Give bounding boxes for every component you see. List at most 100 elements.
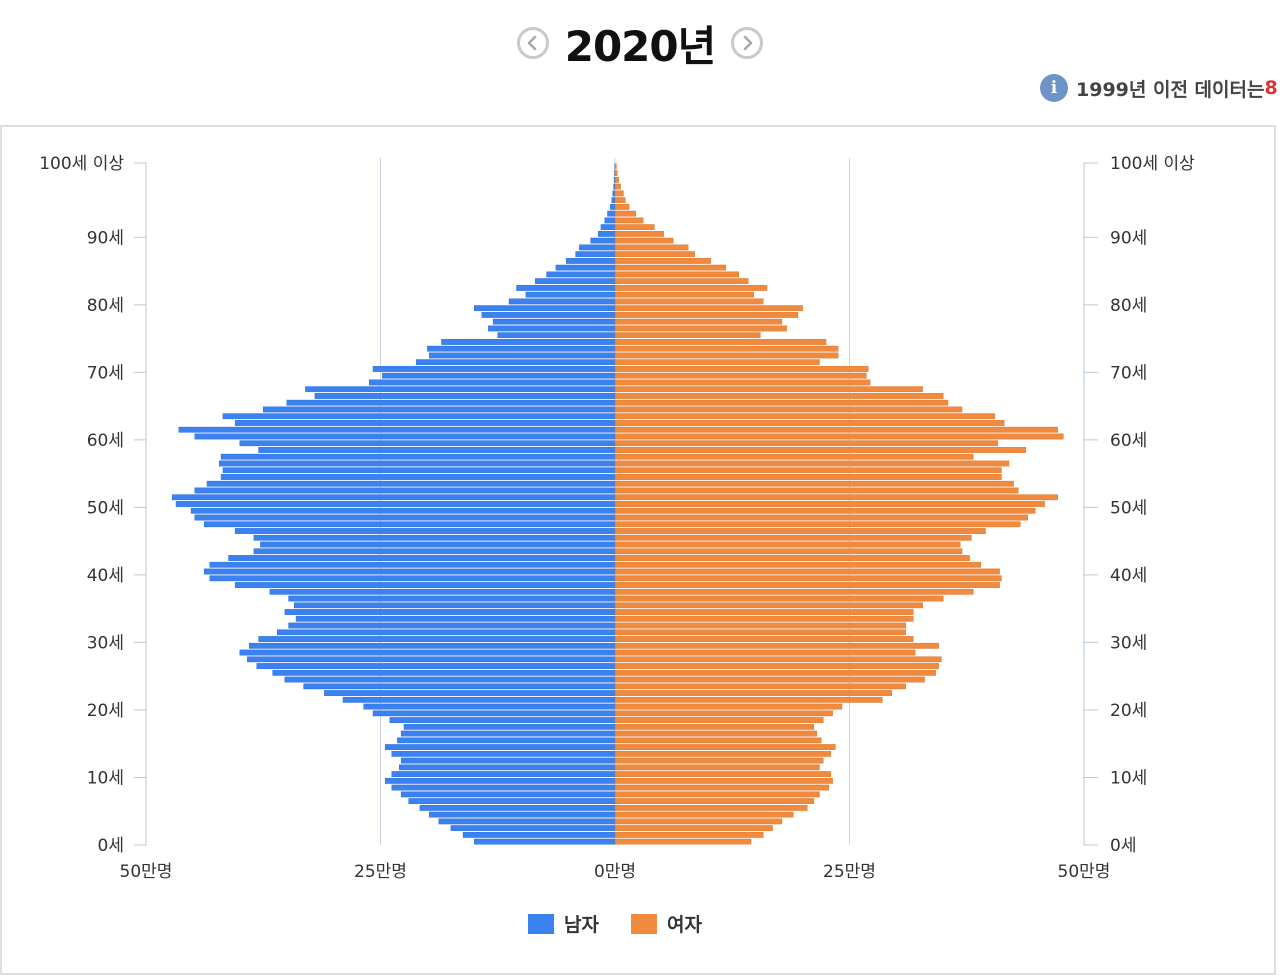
male-bar-age-72 — [429, 352, 616, 359]
male-bar-age-37 — [269, 588, 616, 595]
female-bar-age-47 — [614, 521, 1021, 528]
female-bar-age-94 — [614, 204, 630, 210]
legend-label-female: 여자 — [667, 914, 702, 936]
male-bar-age-42 — [228, 555, 616, 561]
male-bar-age-31 — [277, 629, 616, 636]
chart-legend: 남자 여자 — [0, 910, 1230, 937]
male-bar-age-62 — [234, 420, 616, 426]
male-bar-age-73 — [427, 345, 616, 352]
male-bar-age-4 — [429, 811, 616, 818]
female-bar-age-87 — [614, 251, 695, 258]
female-bar-age-96 — [614, 190, 624, 197]
data-notice: i 1999년 이전 데이터는 8 — [1040, 72, 1280, 104]
female-bar-age-19 — [614, 710, 833, 717]
female-bar-age-50 — [614, 501, 1045, 507]
female-bar-age-57 — [614, 453, 974, 460]
female-bar-age-76 — [614, 325, 787, 332]
male-bar-age-60 — [194, 433, 616, 440]
year-navigation: 2020년 — [0, 14, 1280, 72]
female-bar-age-71 — [614, 359, 820, 366]
male-bar-age-20 — [363, 703, 616, 710]
female-bar-age-11 — [614, 764, 820, 771]
y-tick-label-right-50: 50세 — [1110, 498, 1147, 518]
male-bar-age-2 — [450, 825, 616, 831]
legend-label-male: 남자 — [564, 914, 599, 936]
female-bar-age-60 — [614, 433, 1064, 440]
y-tick-label-left-60: 60세 — [87, 431, 124, 451]
female-bar-age-37 — [614, 588, 974, 595]
female-bar-age-72 — [614, 352, 839, 359]
y-tick-label-right-20: 20세 — [1110, 701, 1147, 721]
female-bar-age-59 — [614, 440, 998, 447]
info-icon: i — [1040, 74, 1068, 102]
female-bar-age-70 — [614, 366, 869, 372]
male-bar-age-82 — [516, 285, 616, 291]
male-bar-age-70 — [372, 366, 616, 372]
female-bar-age-45 — [614, 534, 972, 541]
male-bar-age-51 — [172, 494, 616, 501]
male-bar-age-9 — [384, 777, 616, 784]
male-bar-age-69 — [382, 372, 616, 379]
male-bar-age-56 — [218, 460, 616, 467]
female-bar-age-4 — [614, 811, 794, 818]
female-bar-age-10 — [614, 771, 831, 777]
male-bar-age-41 — [209, 561, 616, 568]
female-bar-age-21 — [614, 696, 883, 703]
male-bar-age-79 — [474, 305, 616, 312]
female-bar-age-55 — [614, 467, 1002, 474]
male-bar-age-77 — [492, 318, 616, 325]
male-bar-age-95 — [611, 197, 616, 204]
male-bar-age-74 — [441, 339, 616, 345]
female-bar-age-64 — [614, 406, 963, 413]
female-bar-age-80 — [614, 298, 764, 305]
female-bar-age-92 — [614, 217, 644, 224]
female-bar-age-78 — [614, 312, 799, 318]
legend-swatch-female — [631, 913, 657, 934]
male-bar-age-39 — [209, 575, 616, 582]
female-bar-age-61 — [614, 426, 1058, 433]
prev-year-button[interactable] — [516, 27, 549, 59]
male-bar-age-65 — [286, 399, 616, 406]
male-bar-age-27 — [247, 656, 616, 663]
female-bar-age-25 — [614, 669, 936, 676]
female-bar-age-58 — [614, 447, 1027, 453]
y-tick-label-right-80: 80세 — [1110, 296, 1147, 316]
male-bar-age-23 — [303, 683, 616, 690]
male-bar-age-15 — [397, 737, 616, 744]
male-bar-age-19 — [372, 710, 616, 717]
female-bar-age-99 — [614, 170, 618, 177]
y-tick-label-right-100: 100세 이상 — [1110, 154, 1195, 174]
male-bar-age-71 — [415, 359, 616, 366]
female-bar-age-39 — [614, 575, 1002, 582]
male-bar-age-8 — [391, 784, 616, 791]
legend-item-male[interactable]: 남자 — [528, 910, 599, 937]
male-bar-age-32 — [288, 622, 616, 629]
female-bar-age-18 — [614, 717, 824, 723]
male-bar-age-22 — [324, 690, 616, 696]
female-bar-age-65 — [614, 399, 949, 406]
male-bar-age-35 — [294, 602, 616, 609]
x-tick-label-4: 50만명 — [1058, 862, 1111, 882]
female-bar-age-9 — [614, 777, 833, 784]
legend-item-female[interactable]: 여자 — [631, 910, 702, 937]
male-bar-age-91 — [600, 224, 616, 231]
female-bar-age-43 — [614, 548, 963, 555]
female-bar-age-5 — [614, 804, 808, 811]
female-bar-age-97 — [614, 183, 621, 190]
female-bar-age-24 — [614, 676, 925, 683]
next-year-button[interactable] — [731, 27, 764, 59]
y-tick-label-left-100: 100세 이상 — [39, 154, 124, 174]
female-bar-age-95 — [614, 197, 626, 204]
y-tick-label-left-20: 20세 — [87, 701, 124, 721]
male-bar-age-78 — [481, 312, 616, 318]
male-bar-age-10 — [391, 771, 616, 777]
male-bar-age-90 — [597, 231, 616, 237]
female-bar-age-34 — [614, 609, 914, 615]
male-bar-age-75 — [497, 332, 616, 339]
y-tick-label-left-10: 10세 — [87, 768, 124, 788]
female-bar-age-46 — [614, 528, 986, 534]
male-bar-age-84 — [546, 271, 616, 278]
notice-text: 1999년 이전 데이터는 — [1076, 78, 1265, 101]
female-bar-age-84 — [614, 271, 740, 278]
male-bar-age-24 — [284, 676, 616, 683]
